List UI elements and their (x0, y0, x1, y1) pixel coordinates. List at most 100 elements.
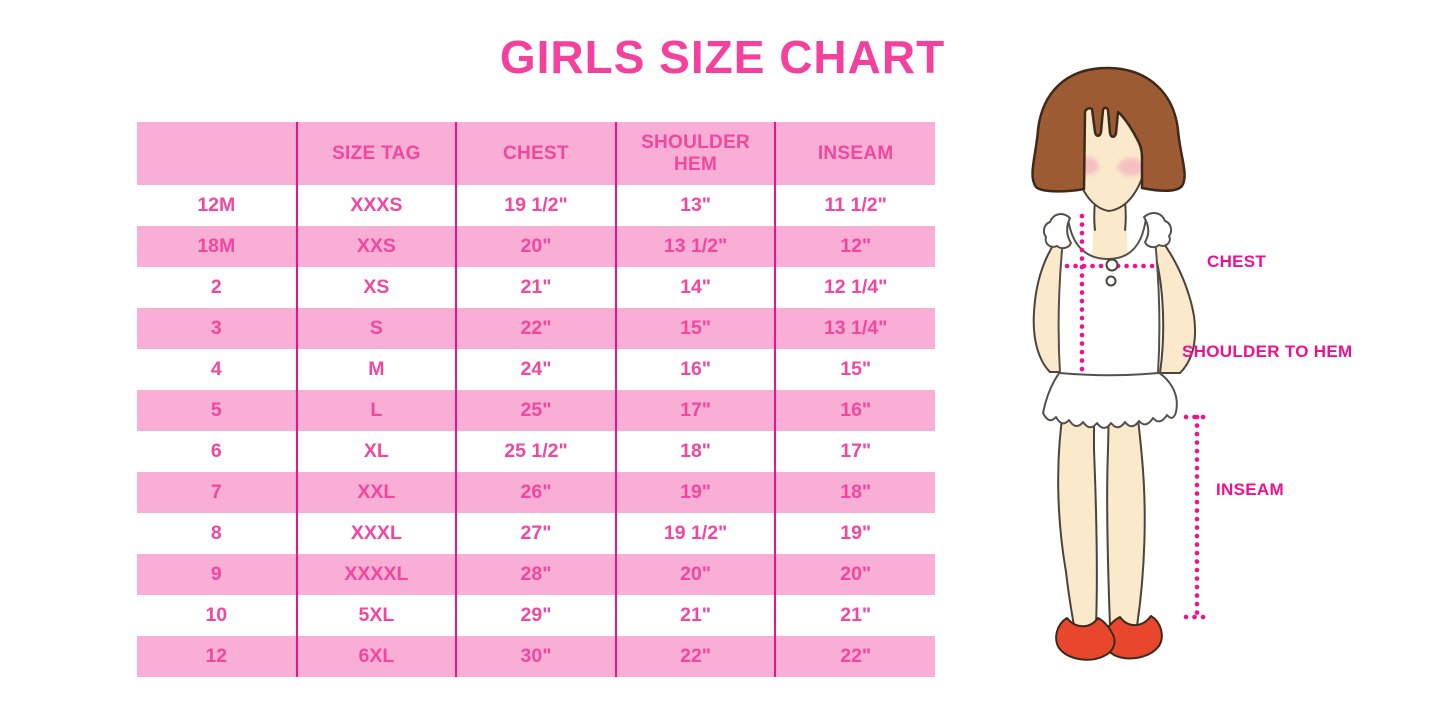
table-cell: 14" (614, 267, 776, 308)
table-row: 7 XXL 26" 19" 18" (137, 472, 935, 513)
table-cell: 16" (614, 349, 776, 390)
table-row: 18M XXS 20" 13 1/2" 12" (137, 226, 935, 267)
table-cell: XL (295, 431, 457, 472)
neck (1092, 198, 1128, 260)
table-cell: 19" (774, 513, 935, 554)
table-cell: 20" (614, 554, 776, 595)
girl-illustration (1031, 66, 1212, 661)
table-cell: XXXL (295, 513, 457, 554)
table-cell: 29" (455, 595, 616, 636)
table-cell: 12 1/4" (774, 267, 935, 308)
table-row: 2 XS 21" 14" 12 1/4" (137, 267, 935, 308)
table-cell: 3 (137, 308, 297, 349)
table-cell: XS (295, 267, 457, 308)
table-cell: 26" (455, 472, 616, 513)
table-cell: 10 (205, 604, 228, 626)
right-shoulder-ruffle (1143, 212, 1173, 249)
table-cell: 15" (614, 308, 776, 349)
table-cell: 6 (210, 440, 222, 462)
table-row: 4 M 24" 16" 15" (137, 349, 935, 390)
table-cell: XXL (295, 472, 457, 513)
table-cell: 19 1/2" (455, 185, 616, 226)
table-row: 10 5XL 29" 21" 21" (137, 595, 935, 636)
table-cell: 22" (614, 636, 776, 677)
table-cell: 24" (455, 349, 616, 390)
table-cell: 13" (614, 185, 776, 226)
table-cell: L (295, 390, 457, 431)
table-cell: 15" (774, 349, 935, 390)
table-cell: 22" (774, 636, 935, 677)
header-row: SIZE TAG CHEST SHOULDER HEM INSEAM (137, 122, 935, 185)
table-row: 5 L 25" 17" 16" (137, 390, 935, 431)
table-cell: 5XL (295, 595, 457, 636)
inseam-label: INSEAM (1216, 480, 1284, 499)
table-row: 12M XXXS 19 1/2" 13" 11 1/2" (137, 185, 935, 226)
table-cell: 21" (455, 267, 616, 308)
right-leg (1106, 404, 1146, 641)
table-cell: 19 1/2" (614, 513, 776, 554)
table-cell: 7 (137, 472, 297, 513)
table-cell: 2 (210, 276, 222, 298)
right-arm (1147, 224, 1196, 374)
right-blush (1118, 158, 1144, 176)
table-cell: 27" (455, 513, 616, 554)
table-row: 8 XXXL 27" 19 1/2" 19" (137, 513, 935, 554)
table-cell: 17" (614, 390, 776, 431)
table-cell: 21" (614, 595, 776, 636)
chest-label: CHEST (1207, 252, 1267, 271)
bottom-button (1105, 275, 1117, 287)
table-cell: 20" (455, 226, 616, 267)
column-header-inseam: INSEAM (774, 122, 935, 185)
table-cell: 28" (455, 554, 616, 595)
skirt-ruffle (1042, 371, 1178, 429)
column-header-size-tag: SIZE TAG (295, 122, 457, 185)
table-cell: XXXS (295, 185, 457, 226)
table-cell: 18" (774, 472, 935, 513)
measurement-guides (1064, 213, 1212, 620)
table-cell: 21" (774, 595, 935, 636)
column-header-shoulder-hem: SHOULDER HEM (614, 122, 776, 185)
hair (1031, 66, 1186, 193)
column-header-size (137, 122, 297, 185)
table-cell: 20" (774, 554, 935, 595)
table-cell: 25" (455, 390, 616, 431)
table-cell: 25 1/2" (455, 431, 616, 472)
table-cell: 9 (137, 554, 297, 595)
table-cell: 22" (455, 308, 616, 349)
table-row: 12 6XL 30" 22" 22" (137, 636, 935, 677)
left-shoe (1055, 617, 1116, 661)
table-header: SIZE TAG CHEST SHOULDER HEM INSEAM (137, 122, 935, 185)
table-cell: 30" (455, 636, 616, 677)
table-cell: 13 1/4" (774, 308, 935, 349)
table-cell: 8 (210, 522, 222, 544)
table-row: 3 S 22" 15" 13 1/4" (137, 308, 935, 349)
table-cell: 16" (774, 390, 935, 431)
left-leg (1057, 404, 1099, 641)
table-cell: 18" (614, 431, 776, 472)
table-cell: 19" (614, 472, 776, 513)
table-cell: 12 (137, 636, 297, 677)
page-title: GIRLS SIZE CHART (499, 31, 946, 83)
table-cell: 5 (137, 390, 297, 431)
table-cell: 17" (774, 431, 935, 472)
table-row: 9 XXXXL 28" 20" 20" (137, 554, 935, 595)
table-cell: M (295, 349, 457, 390)
table-cell: 6XL (295, 636, 457, 677)
girl-body (1031, 66, 1212, 661)
table-cell: 18M (137, 226, 297, 267)
left-shoulder-ruffle (1042, 213, 1072, 250)
table-cell: 12" (774, 226, 935, 267)
column-header-chest: CHEST (455, 122, 616, 185)
girls-size-table: SIZE TAG CHEST SHOULDER HEM INSEAM 12M XXXS 1… (137, 122, 935, 677)
table-cell: 12M (197, 194, 236, 216)
table-cell: 4 (210, 358, 222, 380)
table-cell: 11 1/2" (774, 185, 935, 226)
top-button (1105, 258, 1119, 272)
table-row: 6 XL 25 1/2" 18" 17" (137, 431, 935, 472)
table-cell: XXXXL (295, 554, 457, 595)
measurement-figure: CHEST SHOULDER TO HEM INSEAM (990, 60, 1445, 705)
table-body: 12M XXXS 19 1/2" 13" 11 1/2" 18M XXS 20" 13 1/2"… (137, 185, 935, 677)
table-cell: 13 1/2" (614, 226, 776, 267)
table-cell: S (295, 308, 457, 349)
